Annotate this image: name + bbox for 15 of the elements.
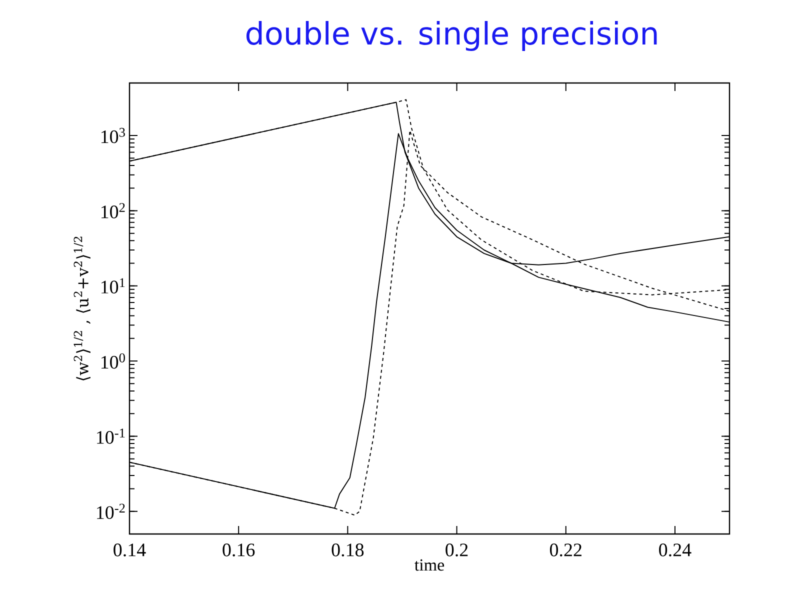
y-tick-label: 10$^{1}$ bbox=[101, 278, 125, 294]
x-tick-label: 0.24 bbox=[659, 544, 692, 556]
y-tick-label: 10$^{-2}$ bbox=[97, 504, 125, 520]
x-tick-label: 0.16 bbox=[222, 544, 255, 556]
text: ⟨w$^{2}$⟩$^{1/2}$ , ⟨u$^{2}$+v$^{2}$⟩$^{1/2}$ bbox=[74, 236, 91, 380]
y-tick-label: 10$^{-1}$ bbox=[97, 428, 125, 444]
y-tick-label: 10$^{2}$ bbox=[101, 203, 125, 218]
x-tick-label: 0.2 bbox=[446, 544, 468, 556]
chart-title: double vs. single precision bbox=[246, 20, 657, 51]
y-tick-label: 10$^{0}$ bbox=[101, 353, 125, 369]
y-tick-label: 10$^{3}$ bbox=[101, 128, 125, 144]
x-tick-label: 0.18 bbox=[332, 544, 364, 556]
x-axis-title: time bbox=[414, 559, 444, 571]
x-tick-label: 0.22 bbox=[550, 544, 582, 556]
x-tick-label: 0.14 bbox=[114, 544, 146, 556]
